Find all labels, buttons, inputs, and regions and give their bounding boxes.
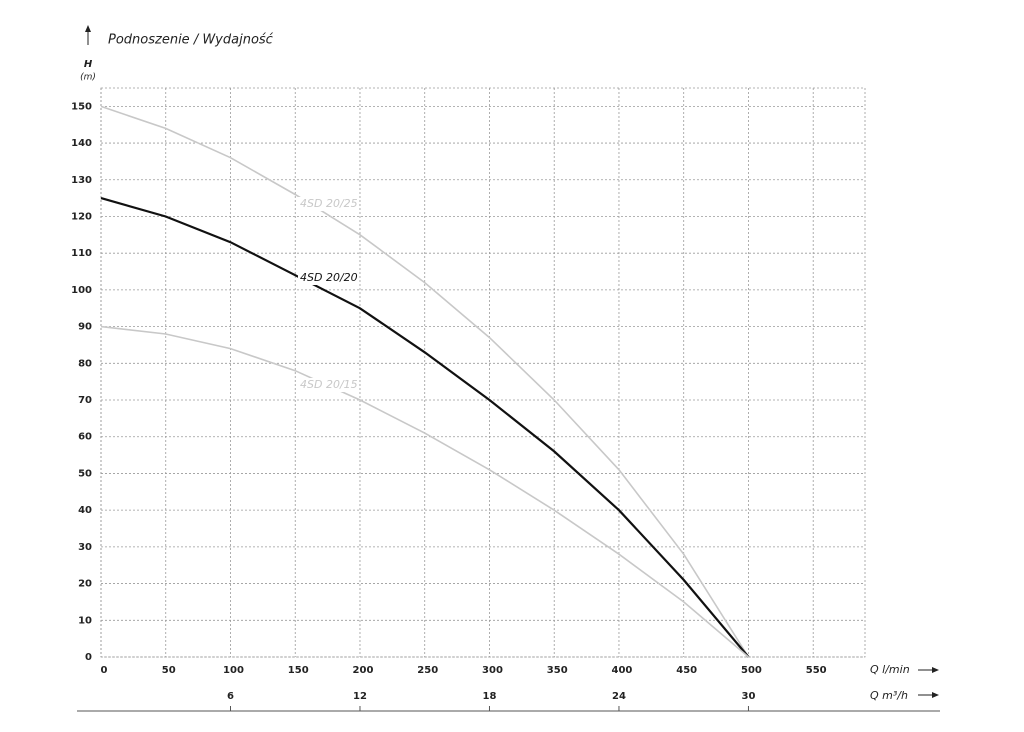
x-tick-label: 0 <box>101 665 108 676</box>
y-tick-label: 0 <box>85 652 92 663</box>
x2-tick-label: 12 <box>353 691 367 702</box>
x-tick-label: 50 <box>162 665 176 676</box>
curve <box>100 325 750 658</box>
y-label: H <box>84 59 93 70</box>
y-tick-label: 80 <box>78 358 92 369</box>
y-tick-label: 50 <box>78 468 92 479</box>
plot-frame <box>100 87 866 658</box>
x2-label: Q m³/h <box>870 689 908 702</box>
y-tick-label: 150 <box>71 101 92 112</box>
y-tick-label: 30 <box>78 542 92 553</box>
x2-tick-label: 24 <box>612 691 626 702</box>
y-tick-label: 40 <box>78 505 92 516</box>
x2-tick-label: 6 <box>227 691 234 702</box>
y-tick-label: 60 <box>78 432 92 443</box>
x-tick-label: 400 <box>612 665 633 676</box>
series-label: 4SD 20/15 <box>300 378 358 391</box>
x-tick-label: 250 <box>417 665 438 676</box>
series-label: 4SD 20/20 <box>300 271 358 284</box>
x-tick-label: 450 <box>676 665 697 676</box>
curve <box>100 105 750 658</box>
arrow-head <box>85 25 91 32</box>
y-tick-label: 90 <box>78 322 92 333</box>
x-tick-label: 300 <box>482 665 503 676</box>
y-unit: (m) <box>80 73 96 83</box>
label-bg <box>298 197 358 211</box>
arrow-head <box>932 692 939 698</box>
y-tick-label: 140 <box>71 138 92 149</box>
x-tick-label: 150 <box>288 665 309 676</box>
x-tick-label: 200 <box>353 665 374 676</box>
x-label: Q l/min <box>870 663 910 676</box>
x-tick-label: 550 <box>806 665 827 676</box>
arrow-head <box>932 667 939 673</box>
label-bg <box>298 271 358 285</box>
x2-tick-label: 18 <box>483 691 497 702</box>
y-tick-label: 100 <box>71 285 92 296</box>
y-tick-label: 130 <box>71 175 92 186</box>
x-tick-label: 500 <box>741 665 762 676</box>
x-tick-label: 350 <box>547 665 568 676</box>
y-tick-label: 20 <box>78 579 92 590</box>
x-tick-label: 100 <box>223 665 244 676</box>
label-bg <box>298 378 358 392</box>
x2-tick-label: 30 <box>741 691 755 702</box>
chart-title: Podnoszenie / Wydajność <box>108 33 274 48</box>
y-tick-label: 120 <box>71 211 92 222</box>
y-tick-label: 10 <box>78 615 92 626</box>
y-tick-label: 110 <box>71 248 92 259</box>
series-label: 4SD 20/25 <box>300 197 358 210</box>
curve <box>100 197 750 658</box>
y-tick-label: 70 <box>78 395 92 406</box>
